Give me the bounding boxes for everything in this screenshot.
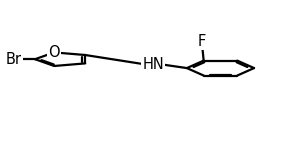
Text: Br: Br xyxy=(6,52,22,67)
Text: HN: HN xyxy=(142,57,164,72)
Text: O: O xyxy=(48,45,60,60)
Text: F: F xyxy=(198,34,206,49)
